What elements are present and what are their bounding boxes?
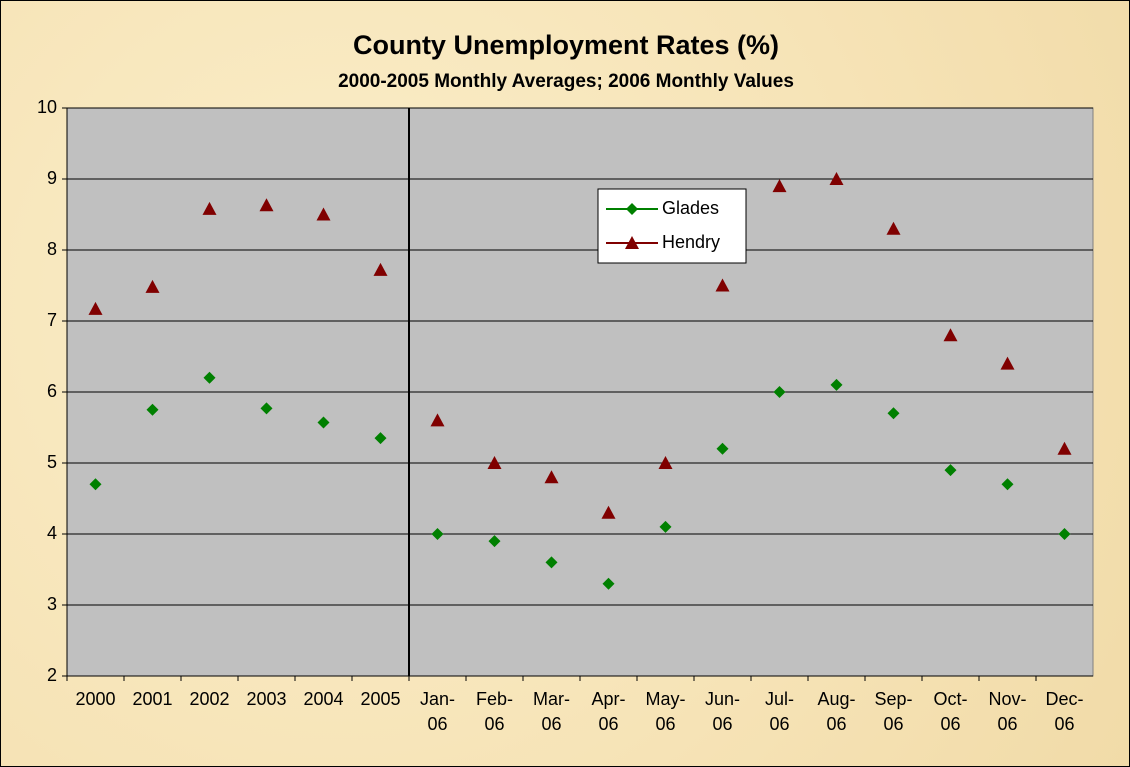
marker — [943, 328, 958, 342]
x-tick-label: Apr-06 — [591, 689, 626, 734]
marker — [146, 403, 159, 416]
marker — [259, 198, 274, 212]
marker — [316, 207, 331, 221]
marker — [659, 520, 672, 533]
y-tick-label: 2 — [47, 665, 57, 685]
chart-title: County Unemployment Rates (%) — [353, 30, 779, 60]
marker — [1000, 356, 1015, 370]
y-tick-label: 8 — [47, 239, 57, 259]
marker — [544, 470, 559, 484]
x-tick-label: Jan-06 — [419, 689, 455, 734]
marker — [1058, 528, 1071, 540]
y-tick-label: 6 — [47, 381, 57, 401]
x-tick-label: Feb-06 — [475, 689, 513, 734]
x-tick-label: Jul-06 — [764, 689, 794, 734]
x-tick-label: Jun-06 — [704, 689, 740, 734]
marker — [773, 386, 786, 398]
marker — [317, 416, 330, 429]
x-tick-label: Aug-06 — [817, 689, 856, 734]
marker — [203, 371, 216, 384]
x-tick-label: May-06 — [645, 689, 686, 734]
x-tick-label: Sep-06 — [874, 689, 913, 734]
x-tick-label: Oct-06 — [933, 689, 968, 734]
marker — [829, 172, 844, 185]
y-tick-label: 4 — [47, 523, 57, 543]
marker — [715, 278, 730, 292]
legend-label: Glades — [662, 198, 719, 218]
marker — [772, 179, 787, 193]
marker — [545, 556, 558, 569]
marker — [626, 203, 638, 215]
marker — [1001, 478, 1014, 491]
marker — [89, 478, 102, 491]
y-tick-label: 9 — [47, 168, 57, 188]
marker — [830, 378, 843, 391]
marker — [1057, 441, 1072, 455]
y-tick-label: 10 — [37, 97, 57, 117]
x-tick-label: 2005 — [360, 689, 401, 709]
y-tick-label: 7 — [47, 310, 57, 330]
x-tick-label: 2003 — [246, 689, 287, 709]
marker — [202, 201, 217, 215]
x-tick-label: 2001 — [132, 689, 173, 709]
chart-subtitle: 2000-2005 Monthly Averages; 2006 Monthly… — [338, 71, 794, 92]
y-tick-label: 5 — [47, 452, 57, 472]
x-tick-label: 2004 — [303, 689, 344, 709]
marker — [145, 279, 160, 293]
legend-label: Hendry — [662, 232, 720, 252]
marker — [601, 505, 616, 519]
marker — [625, 236, 639, 249]
y-tick-label: 3 — [47, 594, 57, 614]
marker — [887, 407, 900, 420]
marker — [658, 456, 673, 469]
marker — [374, 432, 387, 445]
marker — [88, 301, 103, 315]
marker — [488, 535, 501, 548]
x-tick-label: Nov-06 — [988, 689, 1027, 734]
marker — [260, 402, 273, 415]
marker — [716, 442, 729, 455]
marker — [431, 528, 444, 540]
marker — [602, 577, 615, 590]
x-tick-label: Mar-06 — [533, 689, 570, 734]
x-tick-label: Dec-06 — [1045, 689, 1084, 734]
marker — [373, 262, 388, 276]
marker — [944, 464, 957, 477]
marker — [886, 221, 901, 235]
marker — [487, 456, 502, 469]
marker — [430, 413, 445, 427]
x-tick-label: 2000 — [75, 689, 116, 709]
x-tick-label: 2002 — [189, 689, 230, 709]
legend-box — [597, 188, 747, 264]
